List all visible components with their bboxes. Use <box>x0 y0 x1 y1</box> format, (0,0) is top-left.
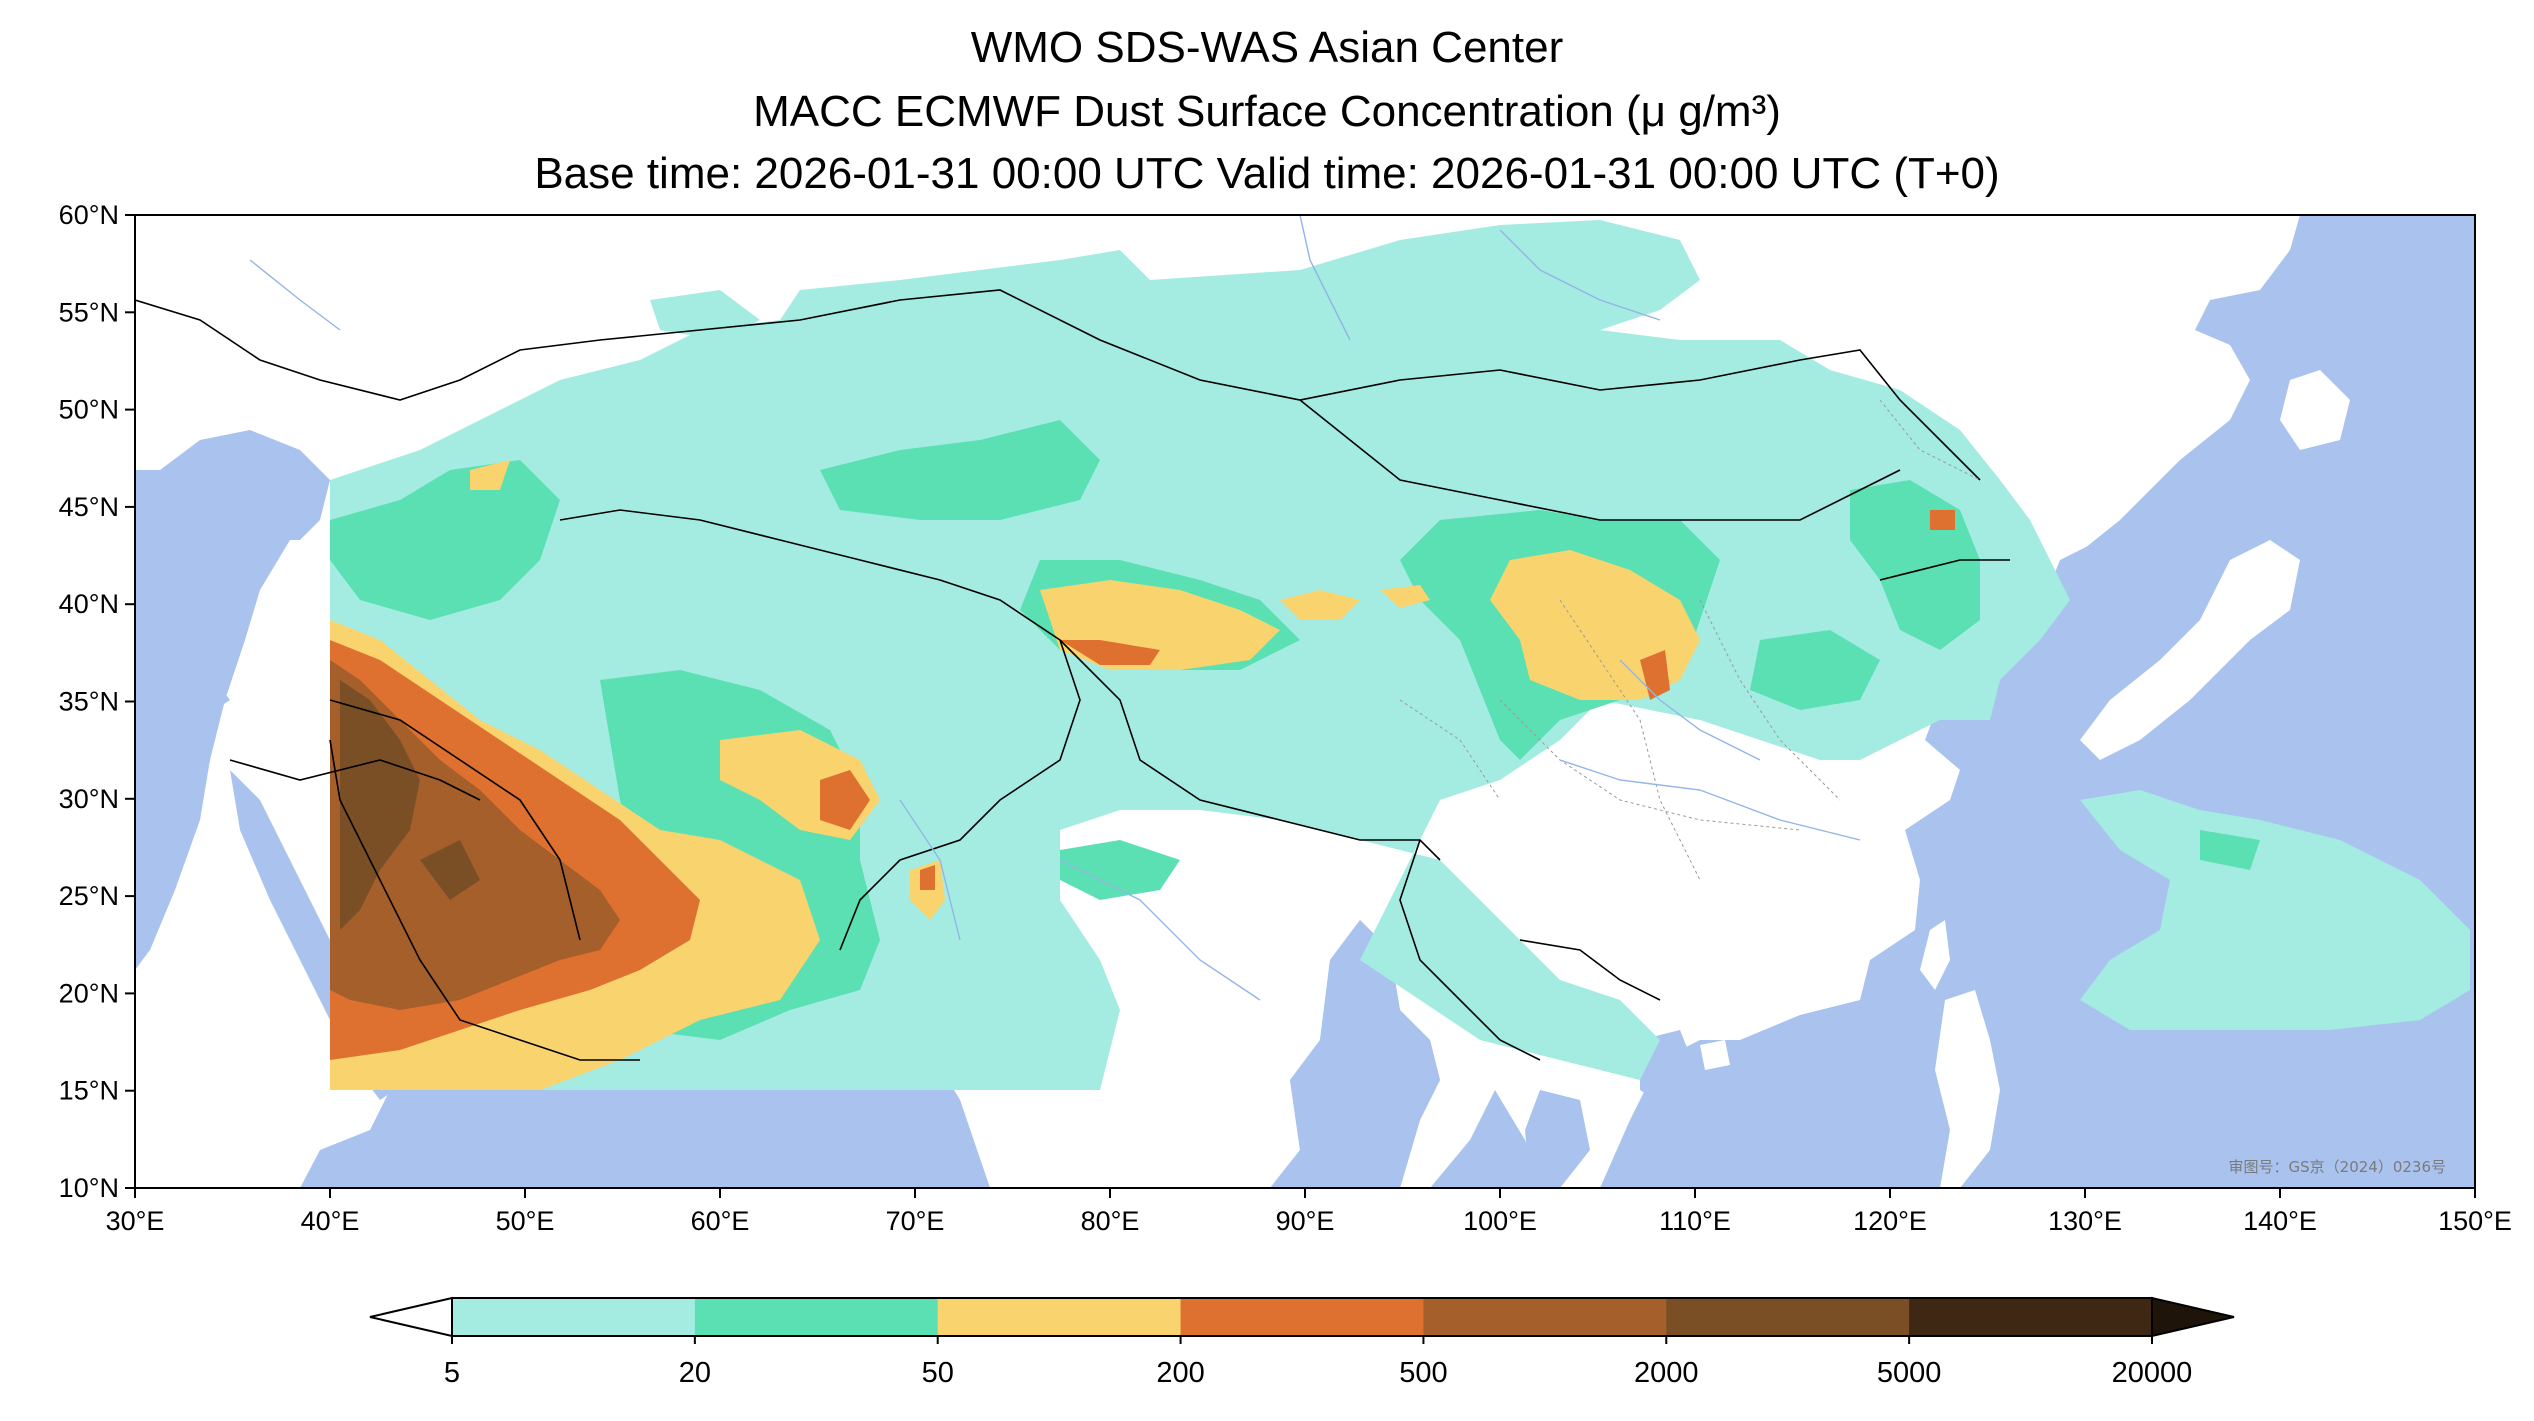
lon-tick-label: 90°E <box>1276 1206 1335 1236</box>
latitude-axis: 60°N 55°N 50°N 45°N 40°N 35°N 30°N 25°N 20°N 15°N… <box>59 200 135 1203</box>
dust-level-2000-5000 <box>340 680 480 930</box>
lat-tick-label: 55°N <box>59 297 119 327</box>
colorbar-segment <box>694 1298 939 1336</box>
lat-tick-label: 35°N <box>59 687 119 717</box>
lat-tick-label: 30°N <box>59 784 119 814</box>
colorbar-frame <box>451 1297 2153 1337</box>
chart-subtitle: MACC ECMWF Dust Surface Concentration (μ… <box>753 87 1781 136</box>
lon-tick-label: 140°E <box>2243 1206 2317 1236</box>
colorbar-segment <box>1666 1298 1910 1336</box>
colorbar-under-extension <box>369 1296 453 1338</box>
lat-tick-label: 20°N <box>59 978 119 1008</box>
lon-tick-label: 80°E <box>1081 1206 1140 1236</box>
colorbar-tick-label: 200 <box>1156 1357 1204 1389</box>
map-plot-area <box>135 215 2475 1188</box>
colorbar-tick-label: 20 <box>679 1357 711 1389</box>
lon-tick-label: 50°E <box>496 1206 555 1236</box>
chart-time-info: Base time: 2026-01-31 00:00 UTC Valid ti… <box>534 149 2000 198</box>
colorbar-segment <box>1180 1298 1424 1336</box>
colorbar-segment <box>1423 1298 1667 1336</box>
colorbar-tick-label: 50 <box>922 1357 954 1389</box>
lon-tick-label: 40°E <box>301 1206 360 1236</box>
lat-tick-label: 15°N <box>59 1076 119 1106</box>
lon-tick-label: 150°E <box>2438 1206 2512 1236</box>
lon-tick-label: 120°E <box>1853 1206 1927 1236</box>
review-stamp: 审图号：GS京（2024）0236号 <box>2229 1158 2447 1176</box>
colorbar-segment <box>1909 1298 2153 1336</box>
longitude-axis: 30°E 40°E 50°E 60°E 70°E 80°E 90°E 100°E 110°E 12… <box>106 1188 2512 1236</box>
chart-title: WMO SDS-WAS Asian Center <box>970 23 1564 72</box>
dust-concentration-fields <box>330 220 2470 1090</box>
lon-tick-label: 130°E <box>2048 1206 2122 1236</box>
lat-tick-label: 60°N <box>59 200 119 230</box>
rivers <box>249 215 1861 1001</box>
lat-tick-label: 10°N <box>59 1173 119 1203</box>
colorbar-tick-label: 2000 <box>1634 1357 1699 1389</box>
colorbar-over-extension <box>2151 1296 2235 1338</box>
colorbar-tick-label: 20000 <box>2112 1357 2193 1389</box>
colorbar-tick-label: 5000 <box>1877 1357 1942 1389</box>
colorbar: 5 20 50 200 500 2000 5000 20000 <box>369 1296 2235 1389</box>
lat-tick-label: 25°N <box>59 881 119 911</box>
colorbar-tick-label: 5 <box>444 1357 460 1389</box>
lon-tick-label: 100°E <box>1463 1206 1537 1236</box>
colorbar-segment <box>937 1298 1182 1336</box>
lat-tick-label: 50°N <box>59 395 119 425</box>
lon-tick-label: 30°E <box>106 1206 165 1236</box>
province-borders <box>1399 399 1981 881</box>
lon-tick-label: 60°E <box>691 1206 750 1236</box>
colorbar-tick-label: 500 <box>1399 1357 1447 1389</box>
lon-tick-label: 70°E <box>886 1206 945 1236</box>
lat-tick-label: 40°N <box>59 589 119 619</box>
lon-tick-label: 110°E <box>1659 1206 1731 1236</box>
colorbar-segment <box>452 1298 696 1336</box>
country-borders <box>135 289 2010 1061</box>
lat-tick-label: 45°N <box>59 492 119 522</box>
